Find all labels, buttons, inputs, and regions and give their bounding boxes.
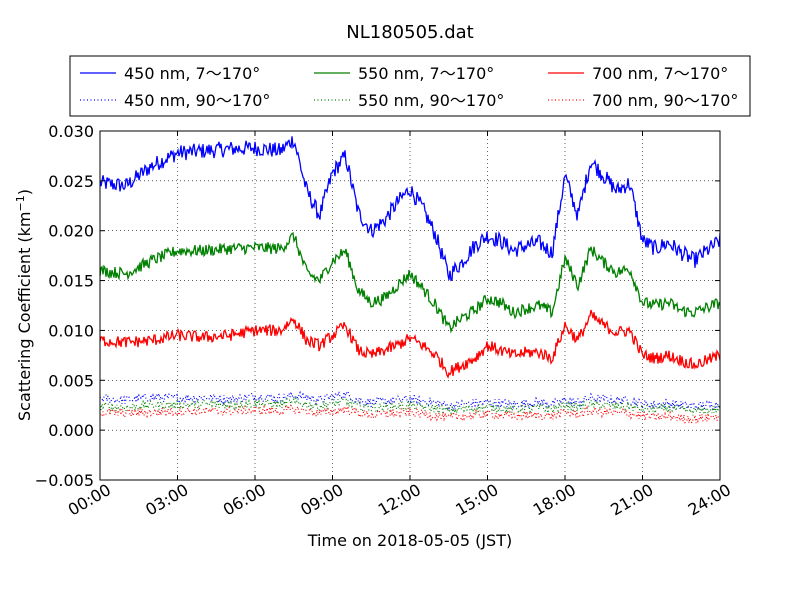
y-tick-labels: −0.005 0.000 0.005 0.010 0.015 0.020 0.025 0.03…	[35, 122, 94, 490]
x-axis-label: Time on 2018-05-05 (JST)	[307, 531, 512, 550]
y-axis-label-superscript: −1	[14, 195, 27, 211]
legend-label-2: 550 nm, 7～170°	[358, 64, 494, 83]
y-tick-label: 0.000	[48, 421, 94, 440]
y-tick-label: 0.015	[48, 272, 94, 291]
y-tick-label: 0.030	[48, 122, 94, 141]
series-layer	[100, 136, 720, 425]
legend-box	[69, 55, 751, 117]
y-tick-label: 0.020	[48, 222, 94, 241]
y-tick-label: 0.005	[48, 371, 94, 390]
series-line-4	[100, 309, 720, 379]
y-axis-label-main: Scattering Coefficient (km	[15, 211, 34, 421]
chart-title: NL180505.dat	[346, 22, 473, 43]
axis-ticks	[99, 130, 721, 481]
series-line-3	[100, 395, 720, 416]
series-line-1	[100, 390, 720, 412]
series-line-2	[100, 232, 720, 334]
legend-label-0: 450 nm, 7～170°	[124, 64, 260, 83]
chart-legend: 450 nm, 7～170° 450 nm, 90～170° 550 nm, 7～1…	[69, 55, 751, 117]
legend-label-4: 700 nm, 7～170°	[592, 64, 728, 83]
y-tick-label: 0.010	[48, 321, 94, 340]
legend-label-3: 550 nm, 90～170°	[358, 91, 504, 110]
y-tick-label: 0.025	[48, 172, 94, 191]
y-axis-label-close: )	[15, 189, 34, 195]
y-axis-label: Scattering Coefficient (km−1)	[14, 189, 34, 421]
legend-label-1: 450 nm, 90～170°	[124, 91, 270, 110]
y-tick-label: −0.005	[35, 471, 94, 490]
series-line-0	[100, 136, 720, 282]
grid-lines	[100, 131, 720, 480]
legend-label-5: 700 nm, 90～170°	[592, 91, 738, 110]
